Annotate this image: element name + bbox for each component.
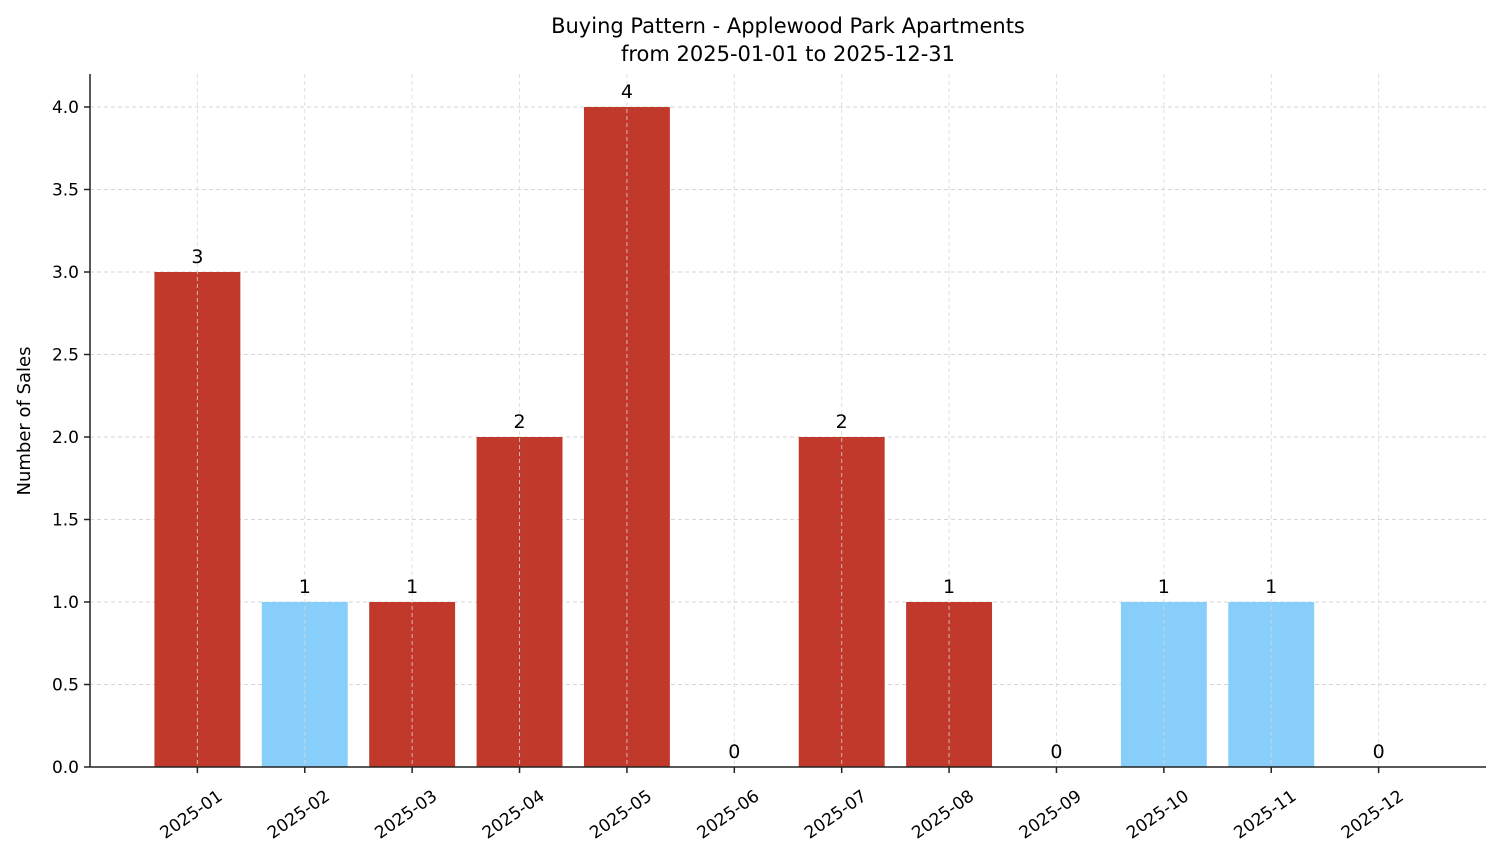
x-tick-label: 2025-08 (908, 786, 978, 843)
y-tick-label: 3.0 (52, 263, 79, 283)
x-tick-label: 2025-01 (157, 786, 227, 843)
x-tick-label: 2025-02 (264, 786, 334, 843)
y-tick-label: 3.5 (52, 181, 79, 201)
x-tick-label: 2025-03 (371, 786, 441, 843)
x-tick-label: 2025-12 (1338, 786, 1408, 843)
bar-value-label: 2 (513, 411, 525, 433)
bar-value-label: 1 (406, 576, 418, 598)
x-tick-label: 2025-04 (479, 786, 549, 843)
bar-value-label: 0 (1050, 741, 1062, 763)
x-tick-label: 2025-09 (1016, 786, 1086, 843)
y-tick-label: 1.5 (52, 511, 79, 531)
y-tick-label: 2.0 (52, 428, 79, 448)
x-tick-label: 2025-10 (1123, 786, 1193, 843)
bar-value-label: 3 (191, 246, 203, 268)
bar-value-label: 1 (943, 576, 955, 598)
x-tick-label: 2025-05 (586, 786, 656, 843)
y-tick-label: 4.0 (52, 98, 79, 118)
y-tick-label: 1.0 (52, 593, 79, 613)
x-tick-label: 2025-11 (1231, 786, 1301, 843)
bar-value-label: 0 (1373, 741, 1385, 763)
chart-title: Buying Pattern - Applewood Park Apartmen… (551, 14, 1025, 38)
bar-value-label: 0 (728, 741, 740, 763)
chart-subtitle: from 2025-01-01 to 2025-12-31 (621, 42, 955, 66)
bar-value-label: 1 (1265, 576, 1277, 598)
y-tick-label: 0.5 (52, 676, 79, 696)
bar-value-label: 1 (299, 576, 311, 598)
y-tick-label: 0.0 (52, 758, 79, 778)
bar-value-label: 4 (621, 81, 633, 103)
y-axis-label: Number of Sales (14, 346, 35, 495)
x-tick-label: 2025-07 (801, 786, 871, 843)
bar (583, 107, 670, 767)
bar-value-label: 2 (836, 411, 848, 433)
bar-value-label: 1 (1158, 576, 1170, 598)
y-tick-label: 2.5 (52, 346, 79, 366)
x-tick-label: 2025-06 (694, 786, 764, 843)
